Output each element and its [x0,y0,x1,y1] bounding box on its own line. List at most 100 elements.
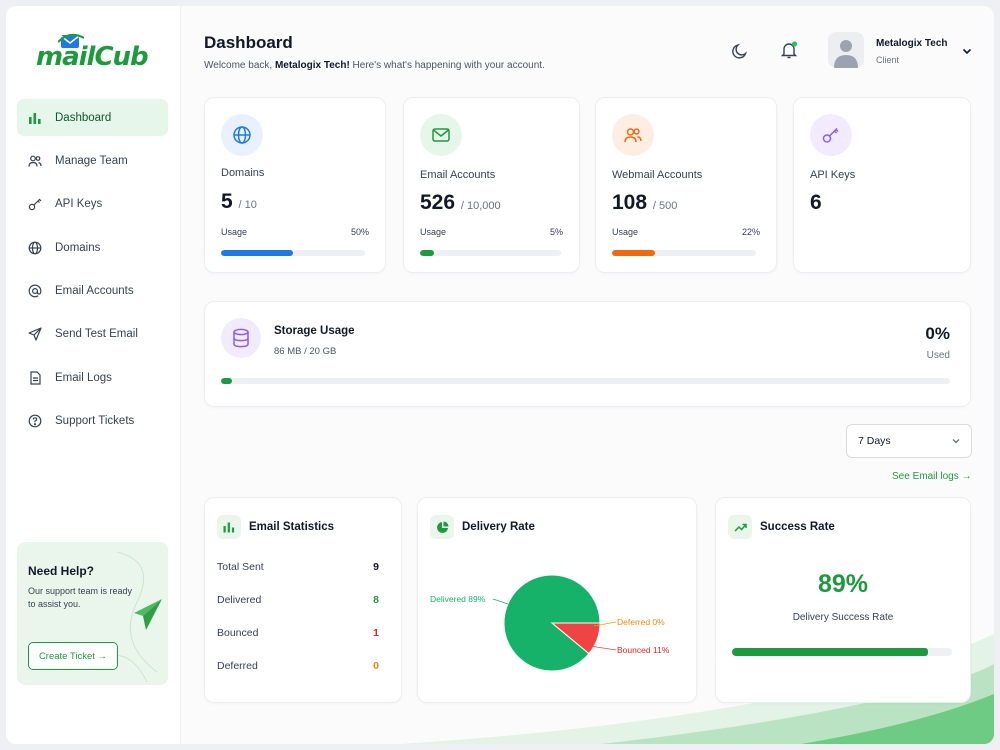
avatar[interactable] [828,32,864,68]
delivery-rate-card: Delivery Rate Delivered 89% Deferred 0% … [417,497,697,703]
webmail-accounts-card: Webmail Accounts 108 / 500 Usage 22% [595,97,777,273]
help-card: Need Help? Our support team is ready to … [17,542,168,685]
help-text: Our support team is ready to assist you. [28,586,133,609]
help-circle-icon [28,414,42,428]
database-icon [221,318,261,358]
at-icon [28,284,42,298]
sidebar-item-support-tickets[interactable]: Support Tickets [17,403,168,440]
sidebar-item-email-logs[interactable]: Email Logs [17,359,168,396]
panel-title: Success Rate [760,521,835,533]
wave-decoration [401,634,994,744]
sidebar-item-api-keys[interactable]: API Keys [17,186,168,223]
users-icon [612,114,654,156]
usage-percent: 50% [350,227,369,237]
api-keys-card: API Keys 6 [793,97,971,273]
stat-row: Deferred 0 [217,660,379,672]
storage-percent: 0% [925,324,950,343]
sidebar-item-dashboard[interactable]: Dashboard [17,99,168,136]
usage-percent: 5% [549,227,563,237]
sidebar-item-label: Dashboard [55,111,112,124]
welcome-suffix: Here's what's happening with your accoun… [349,60,545,71]
bell-icon[interactable] [778,39,800,61]
envelope-logo-icon [58,33,84,48]
logo[interactable]: mailCub [36,32,156,76]
usage-bar [612,250,756,256]
deferred-label: Deferred 0% [617,617,665,627]
storage-bar-fill [221,378,232,384]
success-rate-bar-fill [732,648,928,656]
stat-row: Total Sent 9 [217,561,379,573]
deferred-leader-line [593,621,617,627]
app-window: mailCub Dashboard Manage Team API Keys [6,6,994,744]
stat-label: Webmail Accounts [612,169,703,181]
value-max: / 10,000 [460,200,501,212]
email-accounts-card: Email Accounts 526 / 10,000 Usage 5% [403,97,580,273]
sidebar-item-manage-team[interactable]: Manage Team [17,142,168,179]
stat-row-value: 8 [373,594,379,606]
bounced-leader-line [589,645,617,651]
welcome-text: Welcome back, Metalogix Tech! Here's wha… [204,60,545,71]
usage-bar [420,250,561,256]
create-ticket-button[interactable]: Create Ticket → [28,642,118,670]
help-title: Need Help? [28,564,95,578]
globe-icon [221,114,263,156]
bounced-label: Bounced 11% [617,645,670,655]
bar-chart-icon [28,111,42,125]
trending-up-icon [728,515,752,539]
page-title: Dashboard [204,33,293,52]
paper-plane-icon [134,599,162,630]
stat-value: 526 / 10,000 [420,191,501,215]
stat-value: 5 / 10 [221,190,257,214]
key-icon [810,114,852,156]
sidebar: mailCub Dashboard Manage Team API Keys [6,6,181,744]
storage-detail: 86 MB / 20 GB [274,346,337,357]
sidebar-item-label: Domains [55,241,101,254]
value-max: / 10 [238,199,257,211]
value-number: 5 [221,190,233,213]
stat-row-value: 9 [373,561,379,573]
stat-label: API Keys [810,169,856,181]
delivered-leader-line [492,598,509,605]
sidebar-item-label: Support Tickets [55,415,135,428]
see-email-logs-link[interactable]: See Email logs → [892,471,972,482]
moon-icon[interactable] [729,40,751,62]
user-name: Metalogix Tech [876,38,948,49]
stat-row: Bounced 1 [217,627,379,639]
users-icon [28,154,42,168]
sidebar-item-email-accounts[interactable]: Email Accounts [17,273,168,310]
stat-value: 108 / 500 [612,191,677,215]
storage-used-label: Used [926,350,950,361]
stat-label: Email Accounts [420,169,496,181]
welcome-name: Metalogix Tech! [274,60,350,71]
sidebar-item-label: Send Test Email [55,328,138,341]
domains-card: Domains 5 / 10 Usage 50% [204,97,386,273]
stat-label: Domains [221,167,265,179]
sidebar-nav: Dashboard Manage Team API Keys Domains [17,99,168,446]
usage-percent: 22% [741,227,760,237]
success-rate-value: 89% [817,570,869,598]
sidebar-item-send-test-email[interactable]: Send Test Email [17,316,168,353]
usage-label: Usage [420,227,447,237]
sidebar-item-label: Email Accounts [55,285,134,298]
user-role: Client [876,55,900,65]
stat-row-label: Bounced [217,627,259,639]
delivery-pie-chart: Delivered 89% Deferred 0% Bounced 11% [430,574,670,672]
chevron-down-icon[interactable] [956,40,978,62]
stat-row-label: Total Sent [217,561,264,573]
usage-label: Usage [612,227,639,237]
stat-row-label: Delivered [217,594,262,606]
stat-value: 6 [810,191,822,214]
logo-text: mailCub [36,42,149,72]
usage-bar-fill [221,250,293,256]
storage-card: Storage Usage 86 MB / 20 GB 0% Used [204,301,971,407]
stat-row: Delivered 8 [217,594,379,606]
success-rate-bar [732,648,952,656]
value-number: 108 [612,191,648,214]
stat-row-label: Deferred [217,660,258,672]
sidebar-item-domains[interactable]: Domains [17,229,168,266]
storage-title: Storage Usage [274,325,355,337]
date-range-select[interactable]: 7 Days [846,424,972,458]
success-rate-caption: Delivery Success Rate [792,612,894,623]
pie-slice-bounced [550,622,601,655]
sidebar-item-label: Manage Team [55,154,128,167]
